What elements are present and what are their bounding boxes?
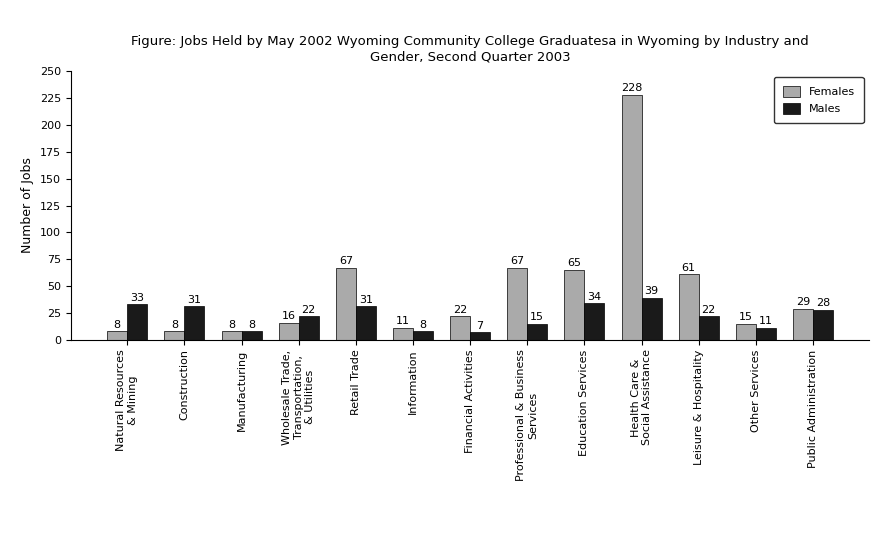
Text: 228: 228 [620,83,641,93]
Bar [355,306,376,340]
Bar [222,331,241,340]
Bar [698,316,718,340]
Bar [299,316,318,340]
Bar [392,328,413,340]
Text: 67: 67 [509,256,524,266]
Bar [413,331,432,340]
Bar [336,268,355,340]
Text: 22: 22 [701,305,715,315]
Bar [470,332,490,340]
Y-axis label: Number of Jobs: Number of Jobs [21,158,35,253]
Bar [584,303,603,340]
Bar [678,274,698,340]
Bar [812,310,832,340]
Text: 8: 8 [248,319,255,329]
Bar [507,268,526,340]
Text: 11: 11 [395,316,409,327]
Bar [735,324,755,340]
Bar [621,95,641,340]
Text: 29: 29 [795,297,809,307]
Bar [792,309,812,340]
Text: 34: 34 [587,292,601,301]
Text: 8: 8 [113,319,120,329]
Title: Figure: Jobs Held by May 2002 Wyoming Community College Graduatesa in Wyoming by: Figure: Jobs Held by May 2002 Wyoming Co… [131,35,808,63]
Bar [278,323,299,340]
Bar [641,298,661,340]
Bar [184,306,204,340]
Text: 67: 67 [338,256,353,266]
Text: 8: 8 [171,319,178,329]
Text: 7: 7 [476,321,483,330]
Text: 61: 61 [681,262,695,273]
Text: 65: 65 [567,258,580,269]
Text: 11: 11 [758,316,772,327]
Text: 15: 15 [530,312,544,322]
Bar [107,331,127,340]
Text: 39: 39 [644,286,658,296]
Text: 31: 31 [359,295,372,305]
Text: 28: 28 [815,298,829,308]
Text: 8: 8 [228,319,235,329]
Bar [449,316,470,340]
Bar [127,304,147,340]
Text: 22: 22 [453,305,467,315]
Bar [755,328,775,340]
Text: 15: 15 [738,312,752,322]
Text: 33: 33 [130,293,144,302]
Bar [164,331,184,340]
Text: 22: 22 [301,305,315,315]
Bar [241,331,261,340]
Text: 31: 31 [187,295,201,305]
Bar [563,270,584,340]
Text: 8: 8 [419,319,426,329]
Text: 16: 16 [282,311,295,321]
Bar [526,324,547,340]
Legend: Females, Males: Females, Males [773,77,863,123]
